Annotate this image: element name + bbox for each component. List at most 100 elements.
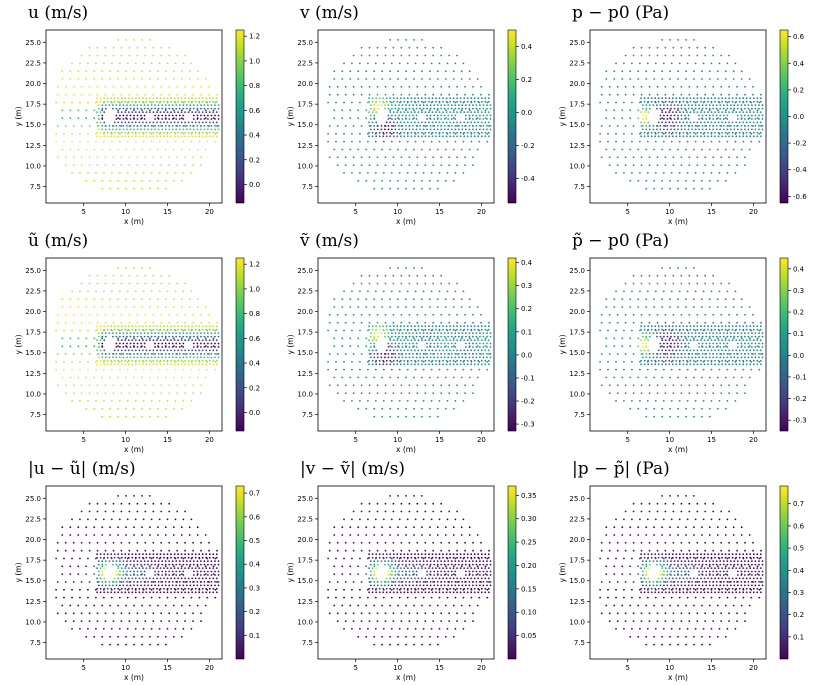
scatter-point [447,356,450,359]
scatter-point [397,70,399,73]
scatter-point [152,541,155,544]
scatter-point [152,581,155,583]
scatter-point [417,363,420,366]
scatter-point [368,46,371,49]
scatter-point [170,135,172,138]
scatter-point [217,114,220,117]
scatter-point [360,93,363,96]
scatter-point [696,363,699,366]
scatter-point [145,339,148,341]
scatter-point [103,121,106,124]
scatter-point [703,363,706,366]
scatter-point [399,135,402,138]
scatter-point [69,298,72,301]
scatter-point [715,118,718,120]
scatter-point [645,353,648,355]
scatter-point [184,111,187,113]
scatter-point [112,392,115,394]
scatter-point [440,342,443,345]
scatter-point [624,313,627,316]
scatter-point [122,356,125,359]
colorbar-tick-label: -0.2 [793,140,807,148]
scatter-point [632,164,635,167]
scatter-point [396,100,399,103]
scatter-point [401,104,404,106]
scatter-point [180,363,183,366]
scatter-point [615,360,617,363]
scatter-point [477,363,480,366]
scatter-point [109,306,111,308]
scatter-point [367,172,369,174]
scatter-point [701,148,703,151]
scatter-point [664,339,667,341]
scatter-point [468,114,471,117]
scatter-point [112,107,114,110]
scatter-point [204,78,207,80]
scatter-point [489,332,492,334]
scatter-point [99,135,102,138]
scatter-point [408,118,411,120]
scatter-point [722,353,725,355]
scatter-point [456,384,458,387]
scatter-point [422,290,425,293]
scatter-point [343,329,345,332]
scatter-point [117,359,120,362]
scatter-point [120,111,123,113]
scatter-point [722,335,725,338]
scatter-point [452,135,455,138]
scatter-point [79,140,81,143]
scatter-point [466,363,469,366]
scatter-point [198,363,201,366]
scatter-point [206,368,209,371]
scatter-point [688,54,691,57]
scatter-point [204,573,207,575]
scatter-point [413,187,415,190]
scatter-point [101,78,104,80]
scatter-point [449,363,451,366]
scatter-point [380,125,383,127]
scatter-point [145,131,148,134]
scatter-point [733,107,736,110]
scatter-point [758,118,760,120]
scatter-point [447,332,450,334]
scatter-point [468,118,471,120]
scatter-point [460,148,463,151]
scatter-point [759,339,762,341]
scatter-point [661,349,664,352]
scatter-point [624,321,627,324]
scatter-point [152,359,155,362]
scatter-point [733,125,736,127]
scatter-point [671,111,674,113]
scatter-point [150,557,153,560]
scatter-point [360,54,363,57]
scatter-point [476,376,479,379]
scatter-point [120,392,123,394]
scatter-point [374,62,377,65]
scatter-point [457,353,460,355]
scatter-point [677,109,679,112]
scatter-point [744,332,746,334]
scatter-point [142,349,144,352]
scatter-point [391,104,393,106]
scatter-point [414,97,416,100]
scatter-point [182,290,185,293]
scatter-point [405,356,407,359]
scatter-point [96,325,98,328]
scatter-point [109,298,111,301]
scatter-point [657,328,660,331]
scatter-point [390,140,393,143]
scatter-point [150,400,153,402]
scatter-point [180,345,183,347]
scatter-point [133,128,135,131]
scatter-point [675,339,678,341]
scatter-point [671,135,674,138]
scatter-point [685,267,687,269]
scatter-point [728,392,730,394]
scatter-point [373,415,376,418]
scatter-point [461,335,464,338]
scatter-point [613,376,616,379]
scatter-point [382,140,385,143]
scatter-point [429,356,432,359]
scatter-point [696,325,699,328]
scatter-point [447,107,450,110]
